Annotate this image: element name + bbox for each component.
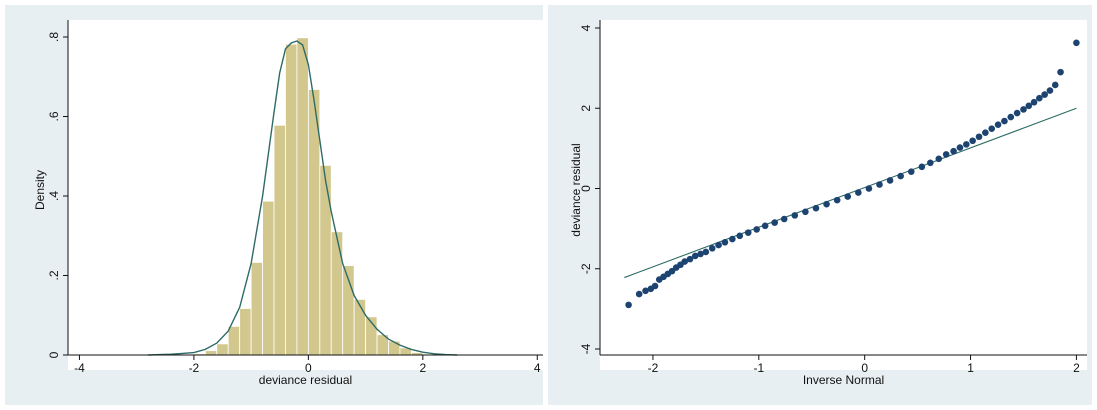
histogram-y-tick-label: 0 — [47, 351, 61, 358]
qq-point — [708, 244, 716, 252]
qq-point — [702, 248, 710, 256]
qq-point — [791, 212, 799, 219]
qq-point — [1036, 94, 1043, 102]
qq-point — [927, 159, 934, 167]
qq-point — [963, 141, 970, 148]
qq-point — [1057, 68, 1064, 76]
qq-point — [715, 241, 722, 249]
histogram-y-axis-title: Density — [33, 170, 47, 210]
qq-x-tick-label: 0 — [861, 361, 868, 375]
qq-point — [1007, 113, 1015, 121]
qq-x-tick-label: -1 — [753, 361, 764, 375]
qq-x-axis-title: Inverse Normal — [803, 373, 884, 387]
qq-point — [823, 200, 830, 208]
histogram-x-tick-label: 2 — [419, 361, 426, 375]
histogram-x-tick-label: 0 — [305, 361, 312, 375]
qq-point — [736, 232, 744, 240]
qq-x-tick-label: -2 — [648, 361, 659, 375]
qq-point — [855, 189, 862, 196]
qq-point — [942, 151, 950, 158]
qq-point — [865, 185, 873, 192]
qq-x-tick-label: 1 — [967, 361, 974, 375]
qq-y-tick-label: 0 — [579, 185, 593, 192]
qq-point — [1041, 91, 1048, 98]
qq-y-tick-label: 2 — [579, 105, 593, 112]
qq-point — [886, 177, 894, 184]
qq-point — [691, 252, 699, 260]
histogram-x-tick-label: -2 — [189, 361, 200, 375]
qq-point — [771, 219, 778, 226]
qq-point — [697, 250, 704, 258]
qq-point — [780, 215, 788, 223]
qq-point — [729, 235, 736, 243]
qq-point — [625, 301, 632, 309]
qq-point — [1013, 109, 1021, 117]
qq-point — [1046, 87, 1054, 94]
histogram-bars — [193, 37, 424, 356]
qq-y-axis-title: deviance residual — [569, 143, 583, 236]
qq-point — [844, 193, 852, 200]
qq-point — [651, 282, 659, 290]
qq-point — [956, 144, 964, 151]
qq-point — [918, 163, 926, 171]
qq-axes: -2 -1 0 1 2 -4 -2 0 2 4 — [579, 20, 1087, 375]
qq-point — [721, 238, 729, 246]
histogram-y-tick-label: .2 — [47, 270, 61, 280]
qq-point — [994, 121, 1002, 129]
histogram-y-tick-label: .6 — [47, 111, 61, 121]
qq-point — [1025, 102, 1033, 110]
qq-y-tick-label: -2 — [579, 263, 593, 274]
histogram-x-tick-label: 4 — [534, 361, 541, 375]
qq-point — [907, 168, 915, 175]
qq-point — [1001, 117, 1008, 125]
qq-point — [1073, 39, 1080, 47]
qq-point — [982, 129, 989, 137]
qq-reference-line — [624, 107, 1077, 279]
qq-point — [975, 133, 983, 141]
qq-point — [681, 258, 688, 265]
qq-point — [1020, 106, 1027, 113]
qq-point — [812, 204, 820, 212]
qq-point — [988, 125, 996, 133]
qq-point — [753, 226, 760, 233]
qq-point — [635, 290, 643, 298]
qq-point — [1051, 81, 1059, 89]
qq-y-tick-label: 4 — [579, 24, 593, 31]
histogram-x-tick-label: -4 — [74, 361, 85, 375]
histogram-y-tick-label: .4 — [47, 191, 61, 201]
qq-point — [969, 137, 976, 145]
qq-point — [897, 172, 904, 180]
qq-point — [761, 222, 769, 230]
histogram-x-axis-title: deviance residual — [259, 373, 352, 387]
histogram-axes: -4 -2 0 2 4 0 .2 .4 .6 .8 — [47, 20, 543, 375]
qq-point — [744, 229, 752, 236]
qq-point — [642, 287, 649, 295]
qq-point — [876, 181, 883, 188]
qq-points — [625, 39, 1080, 309]
qq-point — [935, 155, 943, 163]
qq-x-tick-label: 2 — [1073, 361, 1080, 375]
qq-point — [833, 196, 841, 204]
histogram-y-tick-label: .8 — [47, 32, 61, 42]
qq-point — [950, 147, 957, 155]
qq-point — [802, 208, 809, 216]
qq-point — [686, 255, 694, 263]
qq-point — [1030, 98, 1038, 106]
density-curve — [148, 40, 458, 356]
qq-y-tick-label: -4 — [579, 343, 593, 354]
